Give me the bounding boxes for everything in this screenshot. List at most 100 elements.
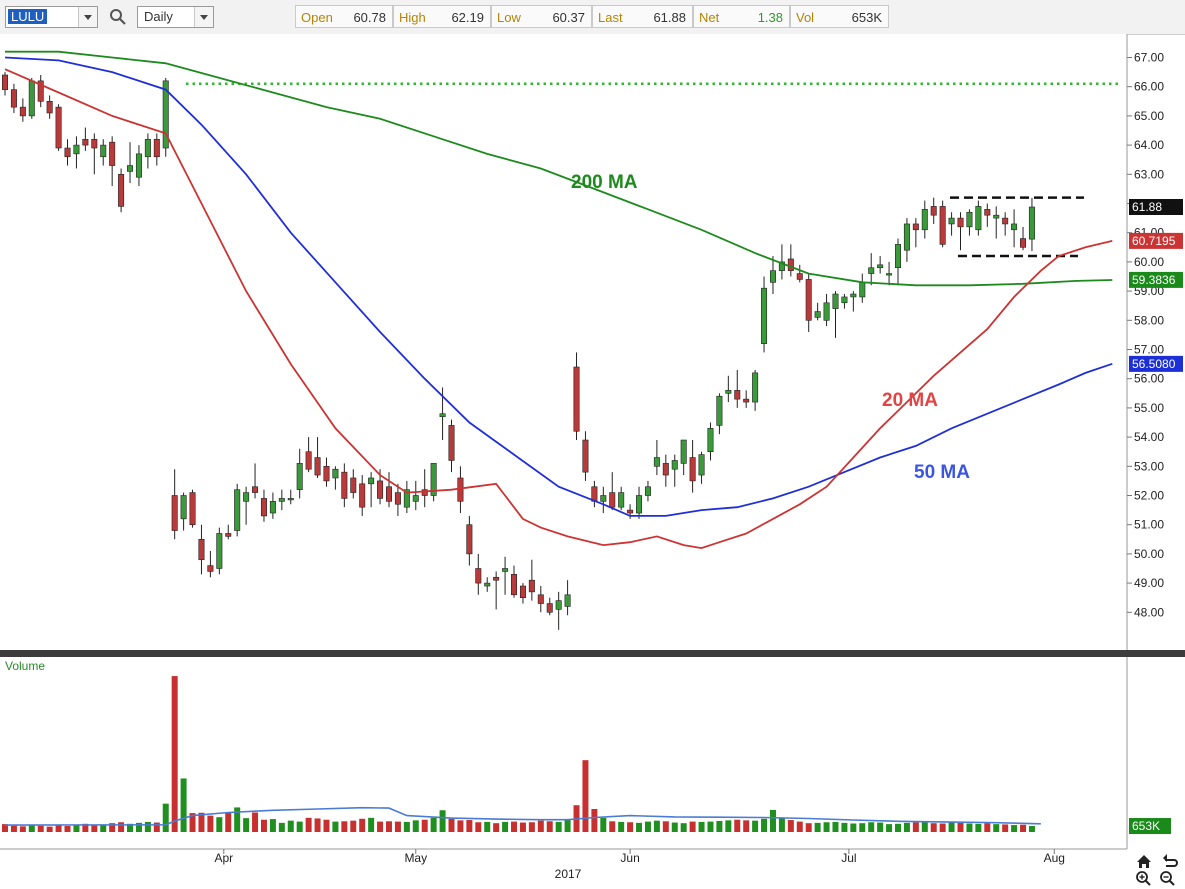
candle[interactable] xyxy=(127,142,134,184)
candle[interactable] xyxy=(28,77,35,119)
candle[interactable] xyxy=(618,486,625,511)
candle[interactable] xyxy=(912,218,919,248)
candle[interactable] xyxy=(341,463,348,508)
candle[interactable] xyxy=(153,133,160,166)
price-panel[interactable] xyxy=(0,34,1127,650)
candle[interactable] xyxy=(296,448,303,499)
candle[interactable] xyxy=(841,294,848,309)
candle[interactable] xyxy=(216,527,223,575)
candle[interactable] xyxy=(46,95,53,119)
candle[interactable] xyxy=(707,422,714,461)
candle[interactable] xyxy=(636,486,643,519)
candle[interactable] xyxy=(430,463,437,502)
candle[interactable] xyxy=(171,469,178,540)
panel-splitter[interactable] xyxy=(0,650,1185,657)
candle[interactable] xyxy=(725,375,732,403)
search-button[interactable] xyxy=(108,7,128,27)
candle[interactable] xyxy=(466,515,473,566)
candle[interactable] xyxy=(278,489,285,511)
candle[interactable] xyxy=(198,524,205,575)
candle[interactable] xyxy=(993,206,1000,239)
period-select[interactable]: Daily xyxy=(137,6,214,28)
candle[interactable] xyxy=(689,440,696,493)
candle[interactable] xyxy=(332,466,339,490)
candle[interactable] xyxy=(135,145,142,186)
candle[interactable] xyxy=(886,261,893,286)
candle[interactable] xyxy=(680,439,687,476)
candle[interactable] xyxy=(243,486,250,525)
candle[interactable] xyxy=(939,200,946,248)
candle[interactable] xyxy=(225,524,232,540)
candle[interactable] xyxy=(600,486,607,514)
candle[interactable] xyxy=(761,276,768,353)
candle[interactable] xyxy=(19,98,26,122)
candle[interactable] xyxy=(91,133,98,175)
candle[interactable] xyxy=(752,369,759,411)
candle[interactable] xyxy=(144,133,151,169)
candle[interactable] xyxy=(671,454,678,487)
candle[interactable] xyxy=(743,390,750,408)
candle[interactable] xyxy=(564,580,571,616)
candle[interactable] xyxy=(502,556,509,595)
symbol-input[interactable]: LULU xyxy=(5,6,98,28)
candle[interactable] xyxy=(484,577,491,592)
candle[interactable] xyxy=(537,586,544,613)
candle[interactable] xyxy=(37,75,44,108)
stock-chart[interactable]: 48.00 49.00 50.00 51.00 52.00 53.00 54.00 55.00… xyxy=(0,34,1185,889)
candle[interactable] xyxy=(698,451,705,484)
candle[interactable] xyxy=(850,291,857,312)
candle[interactable] xyxy=(769,256,776,295)
candle[interactable] xyxy=(421,469,428,508)
back-button[interactable] xyxy=(1163,854,1178,867)
candle[interactable] xyxy=(823,294,830,327)
candle[interactable] xyxy=(100,139,107,166)
zoom-in-button[interactable] xyxy=(1136,871,1151,886)
candle[interactable] xyxy=(555,591,562,630)
candle[interactable] xyxy=(162,77,169,157)
candle[interactable] xyxy=(493,571,500,610)
candle[interactable] xyxy=(305,437,312,473)
candle[interactable] xyxy=(948,212,955,236)
candle[interactable] xyxy=(1028,197,1035,252)
candle[interactable] xyxy=(73,136,80,169)
candle[interactable] xyxy=(189,489,196,528)
candle[interactable] xyxy=(868,253,875,286)
candle[interactable] xyxy=(287,489,294,505)
period-dropdown-button[interactable] xyxy=(194,7,213,27)
candle[interactable] xyxy=(82,127,89,151)
candle[interactable] xyxy=(323,457,330,487)
candle[interactable] xyxy=(260,489,267,522)
candle[interactable] xyxy=(394,483,401,516)
candle[interactable] xyxy=(64,139,71,166)
candle[interactable] xyxy=(984,203,991,227)
candle[interactable] xyxy=(796,264,803,283)
candle[interactable] xyxy=(903,218,910,262)
candle[interactable] xyxy=(528,559,535,601)
zoom-out-button[interactable] xyxy=(1160,871,1175,886)
candle[interactable] xyxy=(957,212,964,251)
candle[interactable] xyxy=(582,431,589,481)
candle[interactable] xyxy=(359,475,366,516)
candle[interactable] xyxy=(1002,212,1009,236)
candle[interactable] xyxy=(894,238,901,286)
candle[interactable] xyxy=(805,273,812,332)
candle[interactable] xyxy=(350,469,357,499)
candle[interactable] xyxy=(716,393,723,435)
candle[interactable] xyxy=(180,492,187,531)
candle[interactable] xyxy=(385,472,392,508)
candle[interactable] xyxy=(412,480,419,511)
candle[interactable] xyxy=(975,200,982,236)
home-button[interactable] xyxy=(1137,855,1151,868)
candle[interactable] xyxy=(573,352,580,441)
candle[interactable] xyxy=(966,209,973,236)
candle[interactable] xyxy=(609,472,616,511)
candle[interactable] xyxy=(207,550,214,578)
candle[interactable] xyxy=(930,197,937,224)
candle[interactable] xyxy=(653,440,660,476)
candle[interactable] xyxy=(55,104,62,151)
candle[interactable] xyxy=(252,463,259,499)
candle[interactable] xyxy=(814,302,821,321)
candle[interactable] xyxy=(1020,226,1027,251)
candle[interactable] xyxy=(519,583,526,604)
candle[interactable] xyxy=(269,492,276,519)
